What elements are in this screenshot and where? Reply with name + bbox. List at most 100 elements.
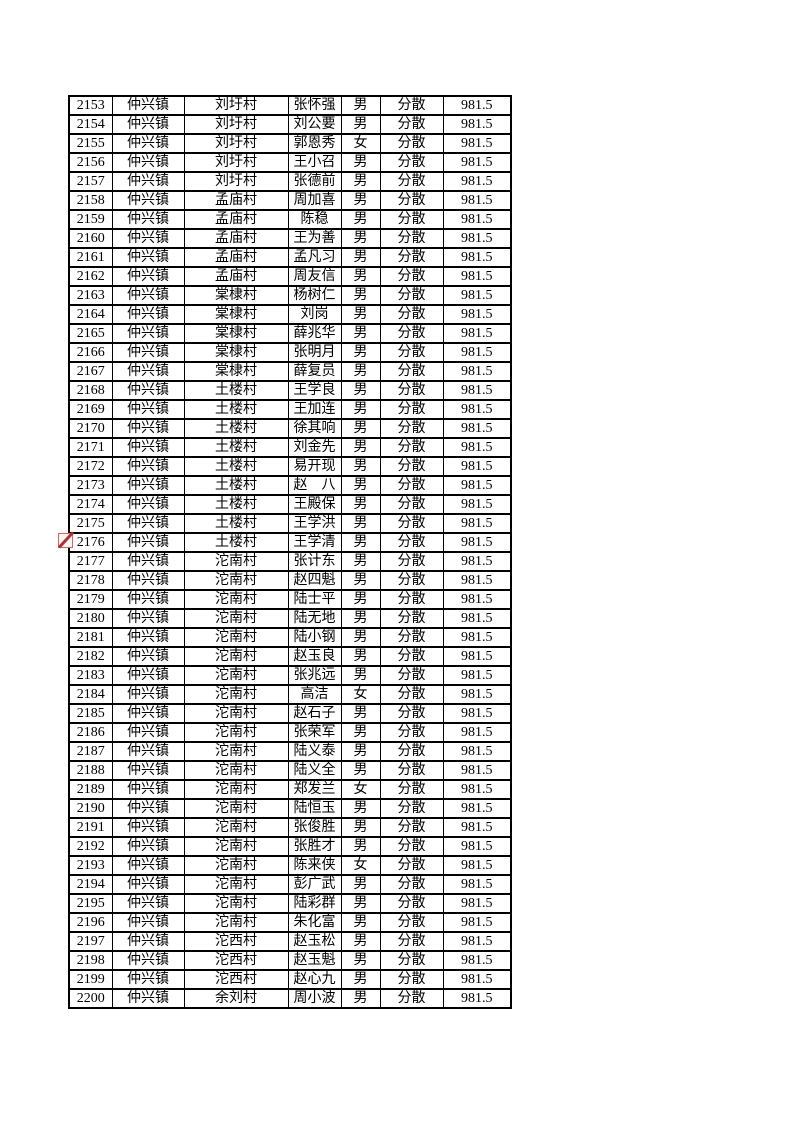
table-row: 2160 仲兴镇 孟庙村 王为善 男 分散 981.5 bbox=[68, 228, 512, 249]
cell-serial-number: 2159 bbox=[68, 209, 113, 230]
cell-amount: 981.5 bbox=[442, 475, 512, 496]
cell-amount: 981.5 bbox=[442, 551, 512, 572]
table-row: 2170 仲兴镇 土楼村 徐其响 男 分散 981.5 bbox=[68, 418, 512, 439]
cell-person-name: 张德前 bbox=[287, 171, 342, 192]
cell-person-name: 陈稳 bbox=[287, 209, 342, 230]
cell-serial-number: 2153 bbox=[68, 95, 113, 116]
cell-village: 沱西村 bbox=[183, 969, 289, 990]
cell-gender: 男 bbox=[340, 494, 381, 515]
cell-amount: 981.5 bbox=[442, 171, 512, 192]
cell-amount: 981.5 bbox=[442, 608, 512, 629]
cell-village: 土楼村 bbox=[183, 456, 289, 477]
cell-village: 土楼村 bbox=[183, 380, 289, 401]
cell-town: 仲兴镇 bbox=[111, 133, 185, 154]
cell-support-type: 分散 bbox=[379, 931, 444, 952]
cell-gender: 男 bbox=[340, 665, 381, 686]
cell-serial-number: 2165 bbox=[68, 323, 113, 344]
cell-serial-number: 2178 bbox=[68, 570, 113, 591]
cell-village: 刘圩村 bbox=[183, 152, 289, 173]
cell-amount: 981.5 bbox=[442, 190, 512, 211]
cell-person-name: 孟凡习 bbox=[287, 247, 342, 268]
table-row: 2195 仲兴镇 沱南村 陆彩群 男 分散 981.5 bbox=[68, 893, 512, 914]
cell-serial-number: 2157 bbox=[68, 171, 113, 192]
cell-town: 仲兴镇 bbox=[111, 665, 185, 686]
cell-town: 仲兴镇 bbox=[111, 646, 185, 667]
cell-town: 仲兴镇 bbox=[111, 209, 185, 230]
cell-serial-number: 2164 bbox=[68, 304, 113, 325]
cell-amount: 981.5 bbox=[442, 418, 512, 439]
cell-amount: 981.5 bbox=[442, 152, 512, 173]
cell-town: 仲兴镇 bbox=[111, 570, 185, 591]
cell-serial-number: 2166 bbox=[68, 342, 113, 363]
cell-amount: 981.5 bbox=[442, 817, 512, 838]
cell-town: 仲兴镇 bbox=[111, 684, 185, 705]
table-row: 2169 仲兴镇 土楼村 王加连 男 分散 981.5 bbox=[68, 399, 512, 420]
cell-serial-number: 2158 bbox=[68, 190, 113, 211]
cell-gender: 男 bbox=[340, 760, 381, 781]
cell-amount: 981.5 bbox=[442, 247, 512, 268]
cell-gender: 男 bbox=[340, 741, 381, 762]
cell-town: 仲兴镇 bbox=[111, 380, 185, 401]
cell-gender: 男 bbox=[340, 285, 381, 306]
cell-village: 刘圩村 bbox=[183, 114, 289, 135]
cell-person-name: 周友信 bbox=[287, 266, 342, 287]
cell-person-name: 朱化富 bbox=[287, 912, 342, 933]
table-row: 2164 仲兴镇 棠棣村 刘岗 男 分散 981.5 bbox=[68, 304, 512, 325]
cell-gender: 女 bbox=[340, 133, 381, 154]
cell-village: 沱南村 bbox=[183, 912, 289, 933]
cell-village: 沱南村 bbox=[183, 551, 289, 572]
cell-amount: 981.5 bbox=[442, 931, 512, 952]
cell-amount: 981.5 bbox=[442, 969, 512, 990]
cell-town: 仲兴镇 bbox=[111, 760, 185, 781]
cell-town: 仲兴镇 bbox=[111, 836, 185, 857]
cell-support-type: 分散 bbox=[379, 418, 444, 439]
cell-person-name: 张兆远 bbox=[287, 665, 342, 686]
cell-village: 棠棣村 bbox=[183, 342, 289, 363]
cell-support-type: 分散 bbox=[379, 912, 444, 933]
cell-amount: 981.5 bbox=[442, 855, 512, 876]
cell-town: 仲兴镇 bbox=[111, 779, 185, 800]
cell-person-name: 易开现 bbox=[287, 456, 342, 477]
cell-support-type: 分散 bbox=[379, 342, 444, 363]
cell-town: 仲兴镇 bbox=[111, 266, 185, 287]
cell-village: 刘圩村 bbox=[183, 95, 289, 116]
table-row: 2157 仲兴镇 刘圩村 张德前 男 分散 981.5 bbox=[68, 171, 512, 192]
table-row: 2176 仲兴镇 土楼村 王学清 男 分散 981.5 bbox=[68, 532, 512, 553]
cell-gender: 男 bbox=[340, 874, 381, 895]
cell-village: 孟庙村 bbox=[183, 266, 289, 287]
cell-serial-number: 2194 bbox=[68, 874, 113, 895]
cell-gender: 男 bbox=[340, 798, 381, 819]
cell-person-name: 陆恒玉 bbox=[287, 798, 342, 819]
table-row: 2191 仲兴镇 沱南村 张俊胜 男 分散 981.5 bbox=[68, 817, 512, 838]
cell-serial-number: 2173 bbox=[68, 475, 113, 496]
cell-support-type: 分散 bbox=[379, 494, 444, 515]
table-row: 2177 仲兴镇 沱南村 张计东 男 分散 981.5 bbox=[68, 551, 512, 572]
table-row: 2199 仲兴镇 沱西村 赵心九 男 分散 981.5 bbox=[68, 969, 512, 990]
cell-town: 仲兴镇 bbox=[111, 171, 185, 192]
cell-serial-number: 2172 bbox=[68, 456, 113, 477]
cell-gender: 男 bbox=[340, 570, 381, 591]
cell-person-name: 陆义全 bbox=[287, 760, 342, 781]
cell-support-type: 分散 bbox=[379, 190, 444, 211]
cell-person-name: 陆无地 bbox=[287, 608, 342, 629]
cell-town: 仲兴镇 bbox=[111, 361, 185, 382]
cell-amount: 981.5 bbox=[442, 209, 512, 230]
table-row: 2155 仲兴镇 刘圩村 郭恩秀 女 分散 981.5 bbox=[68, 133, 512, 154]
cell-amount: 981.5 bbox=[442, 893, 512, 914]
cell-support-type: 分散 bbox=[379, 798, 444, 819]
cell-town: 仲兴镇 bbox=[111, 532, 185, 553]
table-row: 2173 仲兴镇 土楼村 赵 八 男 分散 981.5 bbox=[68, 475, 512, 496]
cell-town: 仲兴镇 bbox=[111, 798, 185, 819]
cell-serial-number: 2179 bbox=[68, 589, 113, 610]
table-row: 2193 仲兴镇 沱南村 陈来侠 女 分散 981.5 bbox=[68, 855, 512, 876]
cell-amount: 981.5 bbox=[442, 627, 512, 648]
cell-serial-number: 2182 bbox=[68, 646, 113, 667]
cell-gender: 男 bbox=[340, 247, 381, 268]
cell-amount: 981.5 bbox=[442, 361, 512, 382]
cell-village: 棠棣村 bbox=[183, 304, 289, 325]
cell-support-type: 分散 bbox=[379, 570, 444, 591]
cell-village: 棠棣村 bbox=[183, 285, 289, 306]
table-row: 2194 仲兴镇 沱南村 彭广武 男 分散 981.5 bbox=[68, 874, 512, 895]
cell-person-name: 赵石子 bbox=[287, 703, 342, 724]
